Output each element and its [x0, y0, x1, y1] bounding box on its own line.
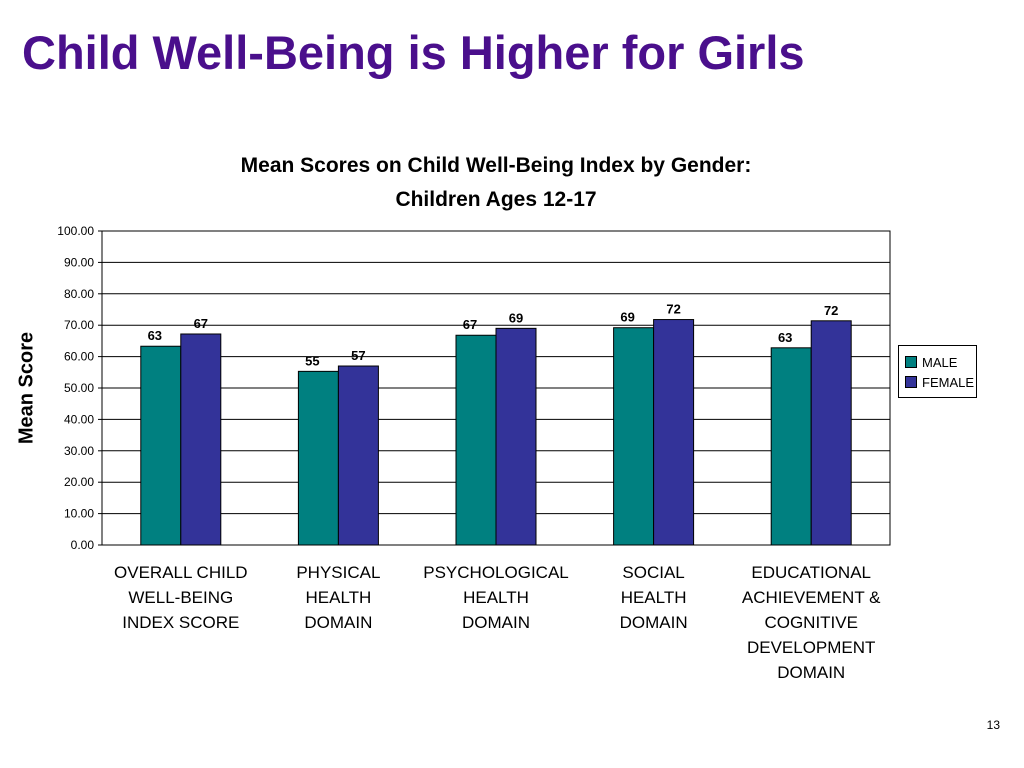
legend-label-female: FEMALE [922, 374, 975, 390]
y-tick-label: 100.00 [57, 224, 94, 238]
data-label: 63 [148, 328, 162, 343]
y-tick-label: 60.00 [64, 350, 94, 364]
plot-border [101, 230, 891, 546]
y-tick-label: 10.00 [64, 507, 94, 521]
y-tick-label: 0.00 [71, 538, 95, 552]
x-category-label: ACHIEVEMENT & [742, 588, 881, 607]
data-label: 63 [778, 330, 792, 345]
legend-label-male: MALE [922, 354, 958, 370]
bar-female [810, 320, 852, 546]
x-category-label: DEVELOPMENT [747, 638, 875, 657]
legend-swatch-female [905, 376, 917, 388]
data-label: 72 [666, 302, 680, 317]
bar-female [180, 333, 222, 546]
bar-female [337, 365, 379, 546]
legend-item-female: FEMALE [905, 372, 976, 392]
x-category-label: PSYCHOLOGICAL [423, 563, 569, 582]
data-label: 67 [194, 316, 208, 331]
x-category-label: OVERALL CHILD [114, 563, 248, 582]
data-label: 67 [463, 317, 477, 332]
x-category-label: WELL-BEING [128, 588, 233, 607]
data-label: 69 [620, 310, 634, 325]
x-category-label: PHYSICAL [296, 563, 380, 582]
legend-swatch-male [905, 356, 917, 368]
x-category-label: EDUCATIONAL [751, 563, 871, 582]
page-number: 13 [986, 718, 1000, 732]
data-label: 55 [305, 353, 319, 368]
x-category-label: HEALTH [621, 588, 687, 607]
y-tick-label: 70.00 [64, 318, 94, 332]
bar-chart: 0.00 10.00 20.00 30.00 40.00 50.00 60.00 70.00 8… [57, 224, 891, 682]
x-category-label: HEALTH [305, 588, 371, 607]
bar-male [613, 327, 655, 546]
bar-male [140, 345, 182, 546]
slide-title: Child Well-Being is Higher for Girls [22, 26, 805, 79]
x-category-label: INDEX SCORE [122, 613, 239, 632]
x-category-label: HEALTH [463, 588, 529, 607]
x-category-label: SOCIAL [622, 563, 684, 582]
chart-legend: MALE FEMALE [898, 345, 977, 398]
chart-subtitle: Children Ages 12-17 [395, 188, 597, 211]
bar-male [770, 347, 812, 546]
y-tick-label: 50.00 [64, 381, 94, 395]
bar-male [455, 334, 497, 546]
legend-item-male: MALE [905, 352, 976, 372]
data-label: 69 [509, 310, 523, 325]
data-label: 57 [351, 348, 365, 363]
bar-male [297, 370, 339, 546]
data-label: 72 [824, 303, 838, 318]
x-category-label: DOMAIN [462, 613, 530, 632]
y-tick-label: 30.00 [64, 444, 94, 458]
x-category-label: DOMAIN [620, 613, 688, 632]
y-tick-label: 20.00 [64, 475, 94, 489]
bar-female [495, 327, 537, 546]
chart-title: Mean Scores on Child Well-Being Index by… [240, 154, 752, 177]
x-category-label: COGNITIVE [764, 613, 858, 632]
y-tick-label: 90.00 [64, 255, 94, 269]
x-category-label: DOMAIN [777, 663, 845, 682]
x-category-label: DOMAIN [304, 613, 372, 632]
bar-female [653, 319, 695, 546]
y-tick-label: 40.00 [64, 412, 94, 426]
y-tick-label: 80.00 [64, 287, 94, 301]
